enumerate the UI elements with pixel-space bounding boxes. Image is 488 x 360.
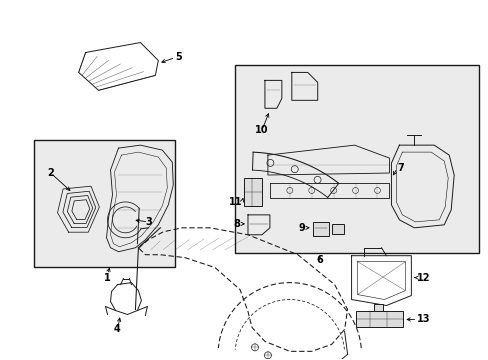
- Text: 1: 1: [104, 273, 111, 283]
- Text: 13: 13: [416, 314, 430, 324]
- Bar: [235, 66, 478, 253]
- Text: 8: 8: [233, 219, 240, 229]
- Text: 10: 10: [255, 125, 268, 135]
- Text: 2: 2: [47, 168, 54, 178]
- Bar: [355, 311, 403, 328]
- Text: 6: 6: [316, 255, 323, 265]
- Text: 5: 5: [175, 53, 182, 63]
- Bar: [312, 222, 328, 236]
- Text: 4: 4: [114, 324, 121, 334]
- Text: 3: 3: [145, 217, 151, 227]
- Bar: [244, 178, 262, 206]
- Bar: [373, 303, 383, 311]
- Bar: [331, 224, 343, 234]
- Text: 12: 12: [416, 273, 430, 283]
- Text: 7: 7: [397, 163, 403, 173]
- Bar: [34, 140, 175, 267]
- Text: 9: 9: [297, 223, 304, 233]
- Text: 11: 11: [228, 197, 242, 207]
